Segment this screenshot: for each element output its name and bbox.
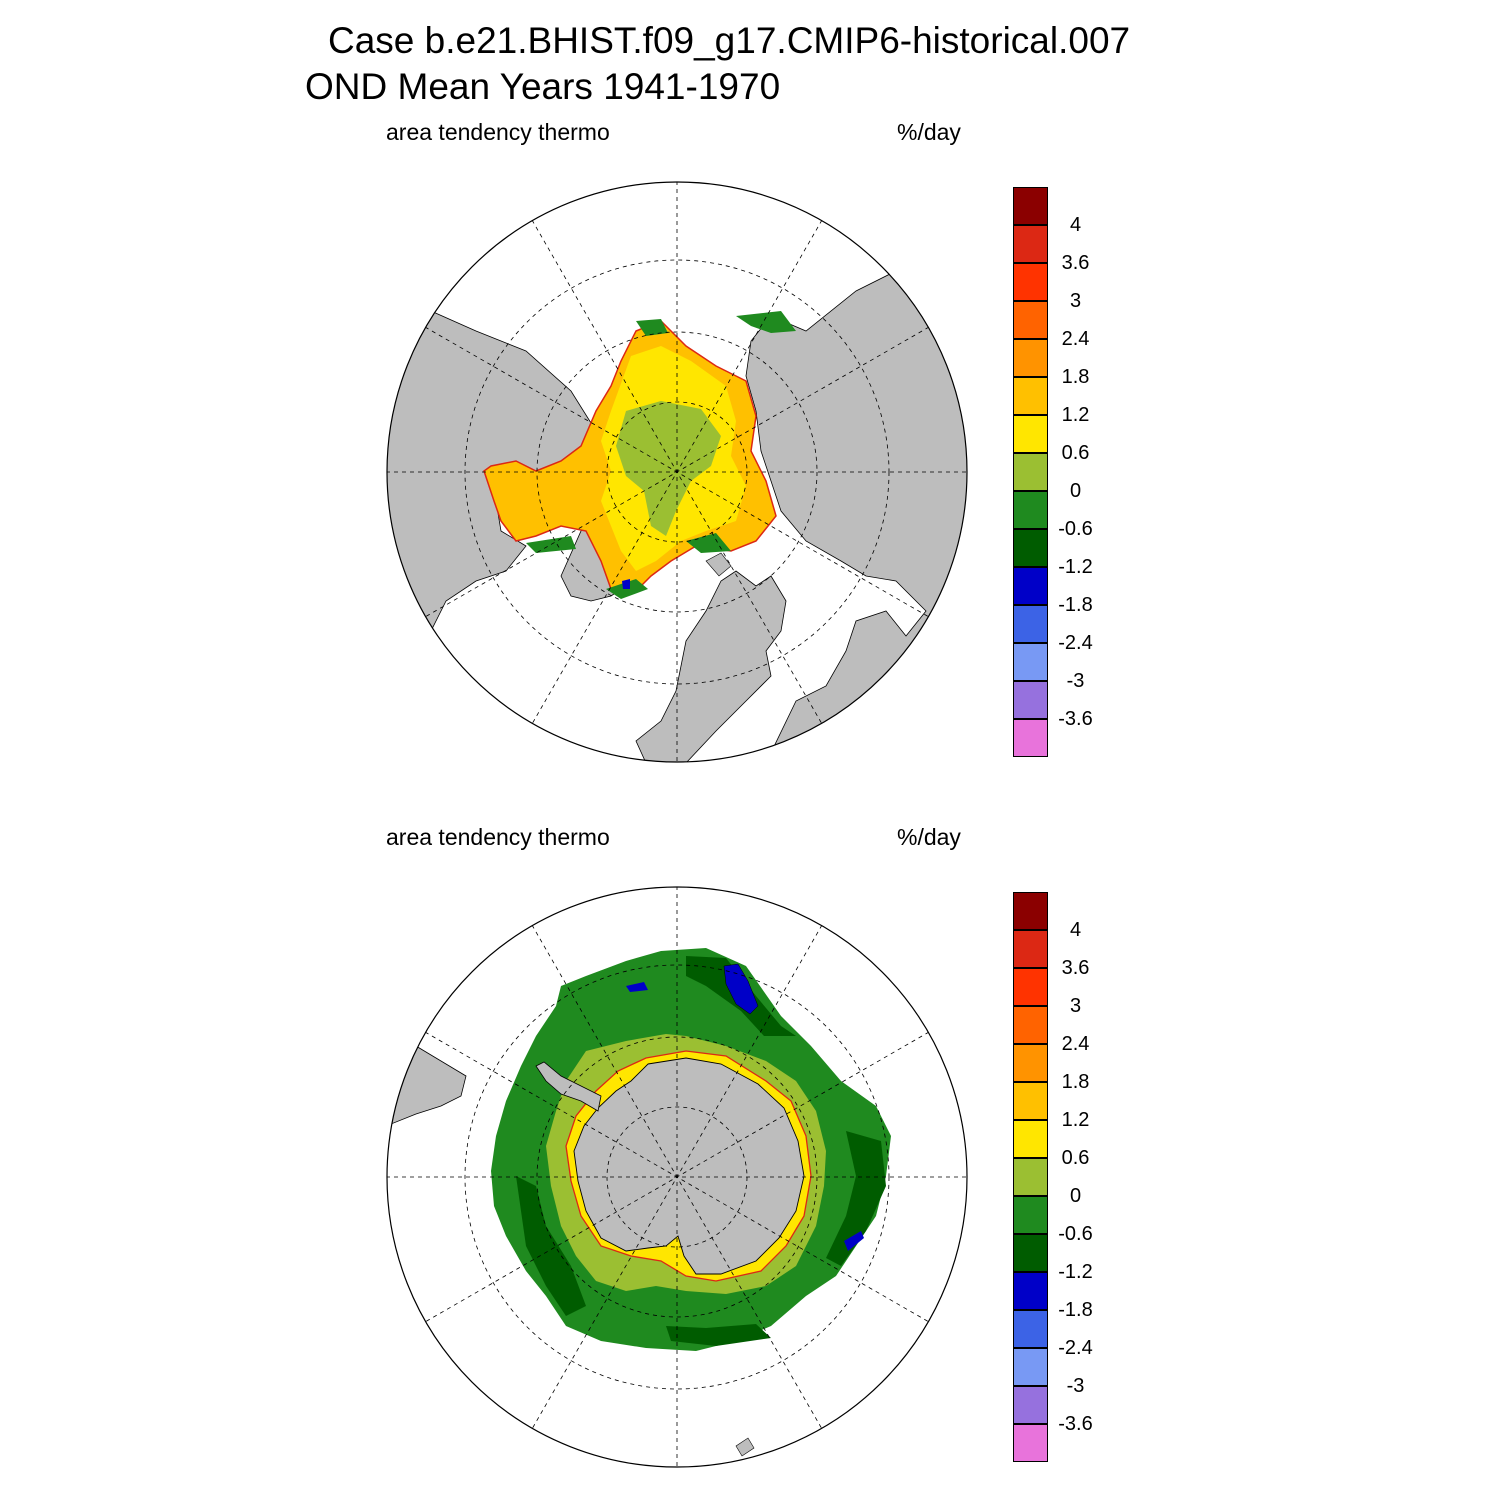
north-ice-strong-negative xyxy=(622,579,630,589)
south-colorbar-box xyxy=(1013,1272,1048,1310)
south-colorbar-box xyxy=(1013,1310,1048,1348)
north-colorbar-tick-label: 1.2 xyxy=(1061,404,1090,426)
north-colorbar-tick-label: -3.6 xyxy=(1058,708,1093,730)
north-colorbar-box xyxy=(1013,719,1048,757)
north-land-asia xyxy=(745,240,967,762)
north-graticule xyxy=(387,182,967,762)
south-colorbar-tick-label: -3 xyxy=(1066,1375,1085,1397)
north-colorbar-tick-label: -2.4 xyxy=(1058,632,1093,654)
south-colorbar-tick-label: -0.6 xyxy=(1058,1223,1093,1245)
south-colorbar-box xyxy=(1013,1120,1048,1158)
north-units-label: %/day xyxy=(897,119,961,145)
north-colorbar-tick-label: -1.2 xyxy=(1058,556,1093,578)
north-colorbar-tick-label: 1.8 xyxy=(1061,366,1090,388)
north-colorbar-box xyxy=(1013,225,1048,263)
north-colorbar-box xyxy=(1013,491,1048,529)
south-colorbar-box xyxy=(1013,892,1048,930)
north-land-europe xyxy=(635,570,787,762)
south-ice-blue-patch xyxy=(723,963,759,1015)
south-colorbar-tick-label: 2.4 xyxy=(1061,1033,1090,1055)
north-colorbar-box xyxy=(1013,453,1048,491)
south-colorbar-box xyxy=(1013,930,1048,968)
north-colorbar-tick-label: -1.8 xyxy=(1058,594,1093,616)
south-colorbar-box xyxy=(1013,1044,1048,1082)
north-colorbar-box xyxy=(1013,339,1048,377)
north-colorbar-box xyxy=(1013,681,1048,719)
north-field-label: area tendency thermo xyxy=(386,119,610,145)
south-colorbar-tick-label: 1.2 xyxy=(1061,1109,1090,1131)
figure-title-case: Case b.e21.BHIST.f09_g17.CMIP6-historica… xyxy=(328,20,1131,61)
south-colorbar-box xyxy=(1013,1386,1048,1424)
north-colorbar-box xyxy=(1013,605,1048,643)
south-colorbar-tick-label: -2.4 xyxy=(1058,1337,1093,1359)
south-units-label: %/day xyxy=(897,824,961,850)
south-colorbar-box xyxy=(1013,1082,1048,1120)
south-colorbar-tick-label: 1.8 xyxy=(1061,1071,1090,1093)
north-colorbar-tick-label: -0.6 xyxy=(1058,518,1093,540)
figure-title-period: OND Mean Years 1941-1970 xyxy=(305,66,781,107)
north-colorbar-tick-label: 0 xyxy=(1069,480,1082,502)
north-colorbar-tick-label: 4 xyxy=(1069,214,1082,236)
south-colorbar-tick-label: -1.8 xyxy=(1058,1299,1093,1321)
south-land-antarctica xyxy=(573,1057,805,1275)
south-colorbar-box xyxy=(1013,1234,1048,1272)
north-colorbar-tick-label: 3.6 xyxy=(1061,252,1090,274)
south-colorbar-tick-label: 0 xyxy=(1069,1185,1082,1207)
south-colorbar-box xyxy=(1013,1196,1048,1234)
north-map-border xyxy=(386,181,968,763)
south-colorbar-tick-label: 0.6 xyxy=(1061,1147,1090,1169)
south-colorbar-tick-label: 3.6 xyxy=(1061,957,1090,979)
north-colorbar-box xyxy=(1013,301,1048,339)
north-ice-near-zero xyxy=(616,401,721,536)
south-colorbar-box xyxy=(1013,1006,1048,1044)
north-colorbar-tick-label: 3 xyxy=(1069,290,1082,312)
north-colorbar-box xyxy=(1013,567,1048,605)
north-colorbar-tick-label: 2.4 xyxy=(1061,328,1090,350)
south-colorbar-tick-label: 3 xyxy=(1069,995,1082,1017)
north-colorbar-box xyxy=(1013,415,1048,453)
north-land-svalbard xyxy=(705,552,732,577)
south-colorbar-box xyxy=(1013,1158,1048,1196)
south-colorbar-tick-label: 4 xyxy=(1069,919,1082,941)
south-colorbar-tick-label: -1.2 xyxy=(1058,1261,1093,1283)
south-land-africa-tip xyxy=(735,1437,755,1457)
south-colorbar-box xyxy=(1013,1348,1048,1386)
south-field-label: area tendency thermo xyxy=(386,824,610,850)
north-colorbar-box xyxy=(1013,643,1048,681)
south-colorbar-box xyxy=(1013,1424,1048,1462)
south-colorbar-box xyxy=(1013,968,1048,1006)
north-polar-map xyxy=(386,181,968,763)
south-polar-map xyxy=(386,886,968,1468)
south-map-border xyxy=(386,886,968,1468)
north-colorbar-tick-label: -3 xyxy=(1066,670,1085,692)
south-colorbar-tick-label: -3.6 xyxy=(1058,1413,1093,1435)
north-colorbar-box xyxy=(1013,187,1048,225)
north-colorbar-tick-label: 0.6 xyxy=(1061,442,1090,464)
south-land-peninsula xyxy=(535,1061,602,1112)
north-colorbar-box xyxy=(1013,377,1048,415)
south-graticule xyxy=(387,887,967,1467)
north-colorbar-box xyxy=(1013,529,1048,567)
north-colorbar-box xyxy=(1013,263,1048,301)
